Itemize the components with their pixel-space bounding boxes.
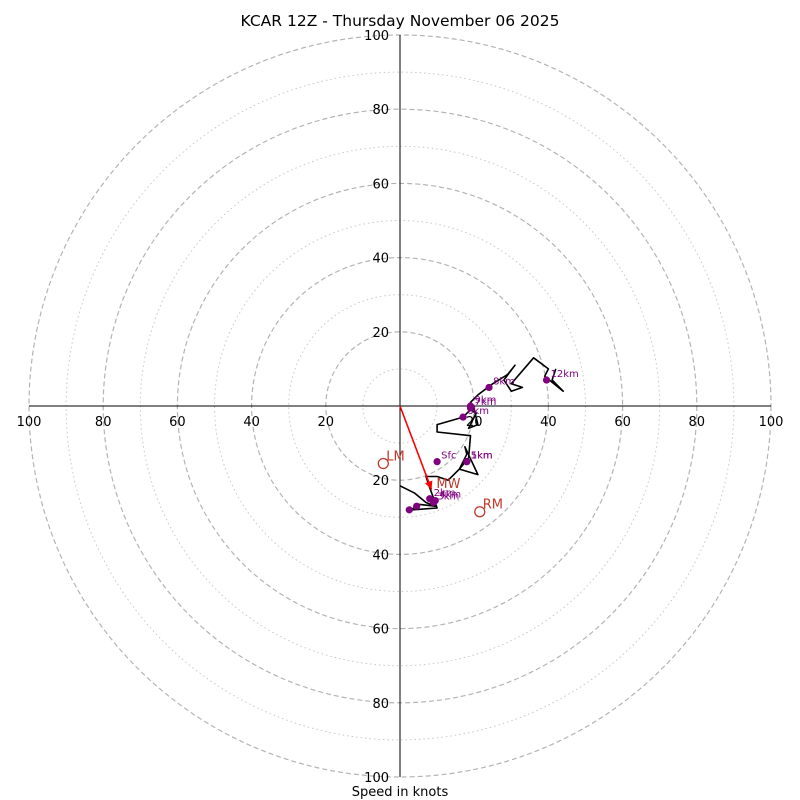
height-marker-dot <box>485 383 493 392</box>
tick-labels: 100 80 60 40 20 20 40 60 80 100100806040202040608… <box>17 29 784 786</box>
y-tick-label: 80 <box>372 103 389 118</box>
x-tick-label: 60 <box>169 415 186 430</box>
y-tick-label: 100 <box>364 29 389 44</box>
height-marker-label: 12km <box>551 369 579 380</box>
height-marker-label: 2km <box>434 488 456 499</box>
height-marker-label: 4km <box>439 490 461 501</box>
x-axis-label: Speed in knots <box>352 785 449 800</box>
height-marker-label: 1km <box>471 451 493 462</box>
hodograph-trace <box>399 356 565 511</box>
height-marker-dot <box>413 502 421 510</box>
height-marker-dot <box>463 458 471 466</box>
x-tick-label: 80 <box>95 415 112 430</box>
y-tick-label: 40 <box>372 548 389 563</box>
height-marker-label: 8km <box>493 376 515 387</box>
x-tick-label: 40 <box>540 415 557 430</box>
y-tick-label: 60 <box>372 623 389 638</box>
y-tick-label: 100 <box>364 771 389 786</box>
height-marker-dot <box>405 506 413 514</box>
height-marker-label: 7km <box>474 397 496 408</box>
height-marker-dot <box>542 376 551 384</box>
height-marker-label: Sfc <box>441 451 456 462</box>
height-marker-label: 5km <box>471 451 493 462</box>
x-tick-label: 100 <box>759 415 784 430</box>
mean-wind-arrow-shaft <box>399 405 433 490</box>
storm-motion-label: RM <box>483 498 503 513</box>
y-tick-label: 80 <box>372 697 389 712</box>
height-marker-label: 9km <box>474 395 496 406</box>
x-tick-label: 20 <box>318 415 335 430</box>
x-tick-label: 80 <box>689 415 706 430</box>
storm-motion-markers: LM RM MW <box>377 450 503 518</box>
x-tick-label: 100 <box>17 415 42 430</box>
mean-wind-vector <box>399 405 433 490</box>
height-marker-dot <box>431 497 439 505</box>
height-marker-label: 3km <box>437 491 459 502</box>
chart-title: KCAR 12Z - Thursday November 06 2025 <box>241 12 560 30</box>
y-tick-label: 20 <box>372 326 389 341</box>
height-marker-dot <box>433 458 441 466</box>
y-tick-label: 20 <box>372 474 389 489</box>
y-tick-label: 60 <box>372 177 389 192</box>
height-marker-dot <box>459 413 467 421</box>
height-marker-dot <box>466 402 475 410</box>
y-tick-label: 40 <box>372 252 389 267</box>
x-tick-label: 60 <box>614 415 631 430</box>
height-marker-label: 6km <box>467 406 489 417</box>
x-tick-label: 40 <box>243 415 260 430</box>
storm-motion-circle <box>474 506 486 518</box>
mean-wind-arrow-head <box>425 480 433 490</box>
storm-motion-circle <box>377 457 389 470</box>
hodograph-line <box>399 356 565 511</box>
storm-motion-label: LM <box>386 450 404 465</box>
storm-motion-label: MW <box>436 477 460 492</box>
